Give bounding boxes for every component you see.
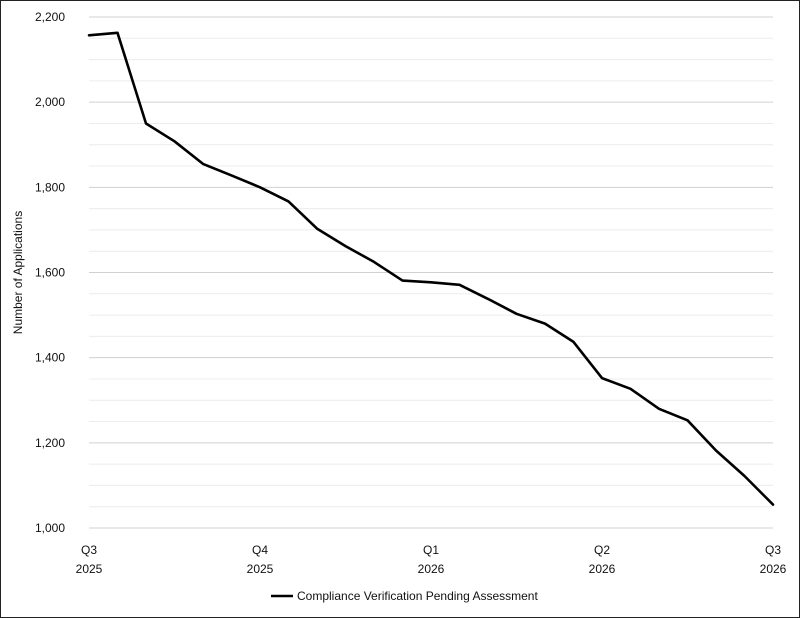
x-tick-label-year: 2026: [760, 562, 787, 576]
y-tick-label: 2,200: [35, 10, 65, 24]
tick-labels: 1,000 1,200 1,400 1,600 1,800 2,000 2,200 Q3 202…: [35, 10, 787, 576]
y-tick-label: 1,800: [35, 180, 65, 194]
x-tick-label-quarter: Q1: [423, 543, 439, 557]
y-tick-label: 1,200: [35, 436, 65, 450]
x-tick-label-quarter: Q3: [81, 543, 97, 557]
x-tick-label-quarter: Q3: [765, 543, 781, 557]
y-tick-label: 1,400: [35, 351, 65, 365]
y-tick-label: 2,000: [35, 95, 65, 109]
x-tick-label-quarter: Q4: [252, 543, 268, 557]
legend-label: Compliance Verification Pending Assessme…: [297, 589, 538, 603]
y-tick-label: 1,600: [35, 266, 65, 280]
legend: Compliance Verification Pending Assessme…: [271, 589, 538, 603]
gridlines: [89, 16, 773, 508]
x-tick-label-year: 2025: [76, 562, 103, 576]
x-tick-label-year: 2025: [247, 562, 274, 576]
series-lines: [87, 31, 775, 506]
x-tick-label-quarter: Q2: [594, 543, 610, 557]
y-tick-label: 1,000: [35, 521, 65, 535]
series-line: [87, 31, 775, 506]
x-tick-label-year: 2026: [418, 562, 445, 576]
y-axis-title: Number of Applications: [11, 211, 25, 334]
x-tick-label-year: 2026: [589, 562, 616, 576]
